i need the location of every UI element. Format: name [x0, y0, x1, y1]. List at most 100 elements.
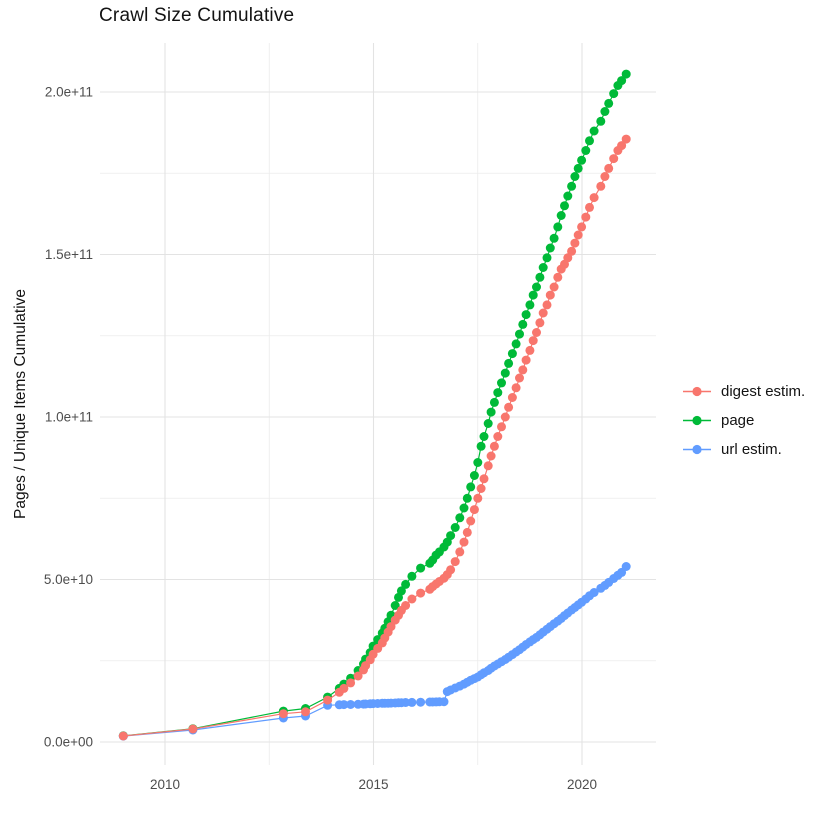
legend-item-digest-estim: digest estim.: [682, 383, 806, 400]
url-estim-key-icon: [683, 444, 711, 455]
data-point: [515, 373, 524, 383]
series-digest-estim: [118, 134, 631, 741]
data-point: [581, 212, 591, 222]
data-point: [493, 388, 503, 398]
data-point: [549, 233, 559, 243]
y-tick-label: 1.0e+11: [45, 410, 93, 425]
data-point: [542, 300, 552, 310]
series-page: [118, 69, 631, 741]
data-point: [462, 527, 472, 537]
page-key-icon: [683, 415, 711, 426]
data-point: [188, 724, 198, 734]
x-tick-label: 2015: [358, 777, 388, 792]
data-point: [535, 318, 545, 328]
data-point: [538, 308, 548, 318]
data-point: [581, 146, 591, 155]
data-point: [476, 441, 486, 451]
legend-label: digest estim.: [721, 383, 806, 400]
data-point: [570, 172, 580, 181]
data-point: [585, 202, 594, 212]
data-point: [323, 695, 333, 705]
data-point: [459, 537, 469, 547]
data-point: [486, 451, 496, 461]
data-point: [617, 141, 627, 151]
data-point: [416, 588, 426, 598]
data-point: [577, 155, 587, 165]
data-point: [511, 339, 521, 349]
data-point: [556, 211, 566, 220]
data-point: [521, 310, 531, 320]
data-point: [538, 263, 548, 272]
data-point: [604, 98, 614, 108]
data-point: [466, 482, 476, 492]
data-point: [301, 707, 310, 717]
data-point: [600, 172, 610, 181]
data-point: [476, 484, 486, 493]
data-point: [596, 116, 606, 126]
data-point: [567, 246, 577, 256]
data-point: [479, 474, 489, 484]
data-point: [416, 563, 426, 573]
data-point: [493, 432, 503, 441]
data-point: [542, 253, 552, 263]
data-point: [604, 163, 614, 173]
data-point: [483, 461, 493, 471]
data-point: [577, 222, 587, 232]
data-point: [621, 134, 631, 144]
data-point: [525, 300, 535, 310]
y-tick-label: 5.0e+10: [44, 572, 93, 587]
data-point: [459, 503, 469, 513]
data-point: [511, 383, 521, 393]
x-tick-label: 2010: [150, 777, 180, 792]
data-point: [473, 493, 483, 503]
data-point: [596, 181, 606, 191]
data-point: [589, 193, 599, 203]
data-point: [553, 222, 563, 232]
x-tick-label: 2020: [567, 777, 597, 792]
data-point: [401, 698, 411, 707]
data-point: [450, 523, 460, 532]
data-point: [353, 671, 363, 681]
data-point: [483, 419, 493, 428]
data-point: [553, 272, 563, 282]
legend-label: url estim.: [721, 441, 782, 458]
data-point: [489, 441, 499, 451]
data-point: [439, 697, 449, 707]
legend-item-page: page: [682, 412, 805, 429]
data-point: [573, 163, 583, 173]
data-point: [500, 412, 510, 422]
data-point: [515, 329, 524, 339]
data-point: [446, 565, 456, 575]
digest-estim-key-icon: [683, 386, 711, 397]
data-point: [525, 345, 535, 355]
data-point: [390, 601, 400, 610]
data-point: [549, 282, 559, 292]
data-point: [455, 547, 465, 557]
data-point: [532, 328, 541, 337]
data-point: [589, 588, 599, 597]
data-point: [617, 76, 627, 86]
data-point: [497, 378, 506, 388]
data-point: [407, 571, 417, 581]
data-point: [450, 557, 460, 567]
data-point: [573, 230, 583, 240]
y-tick-label: 0.0e+00: [44, 735, 93, 750]
data-point: [518, 319, 528, 329]
legend-item-url-estim: url estim.: [682, 441, 805, 458]
y-tick-label: 2.0e+11: [45, 85, 93, 100]
data-point: [489, 397, 499, 407]
chart-title: Crawl Size Cumulative: [99, 5, 295, 26]
data-point: [446, 531, 456, 541]
data-point: [469, 471, 479, 480]
data-point: [521, 355, 531, 365]
data-point: [407, 594, 417, 604]
data-point: [469, 505, 479, 515]
series-url-estim: [118, 562, 631, 741]
data-point: [455, 513, 465, 523]
data-point: [570, 238, 580, 248]
data-point: [563, 191, 573, 201]
data-point: [500, 368, 510, 378]
data-point: [621, 69, 631, 79]
